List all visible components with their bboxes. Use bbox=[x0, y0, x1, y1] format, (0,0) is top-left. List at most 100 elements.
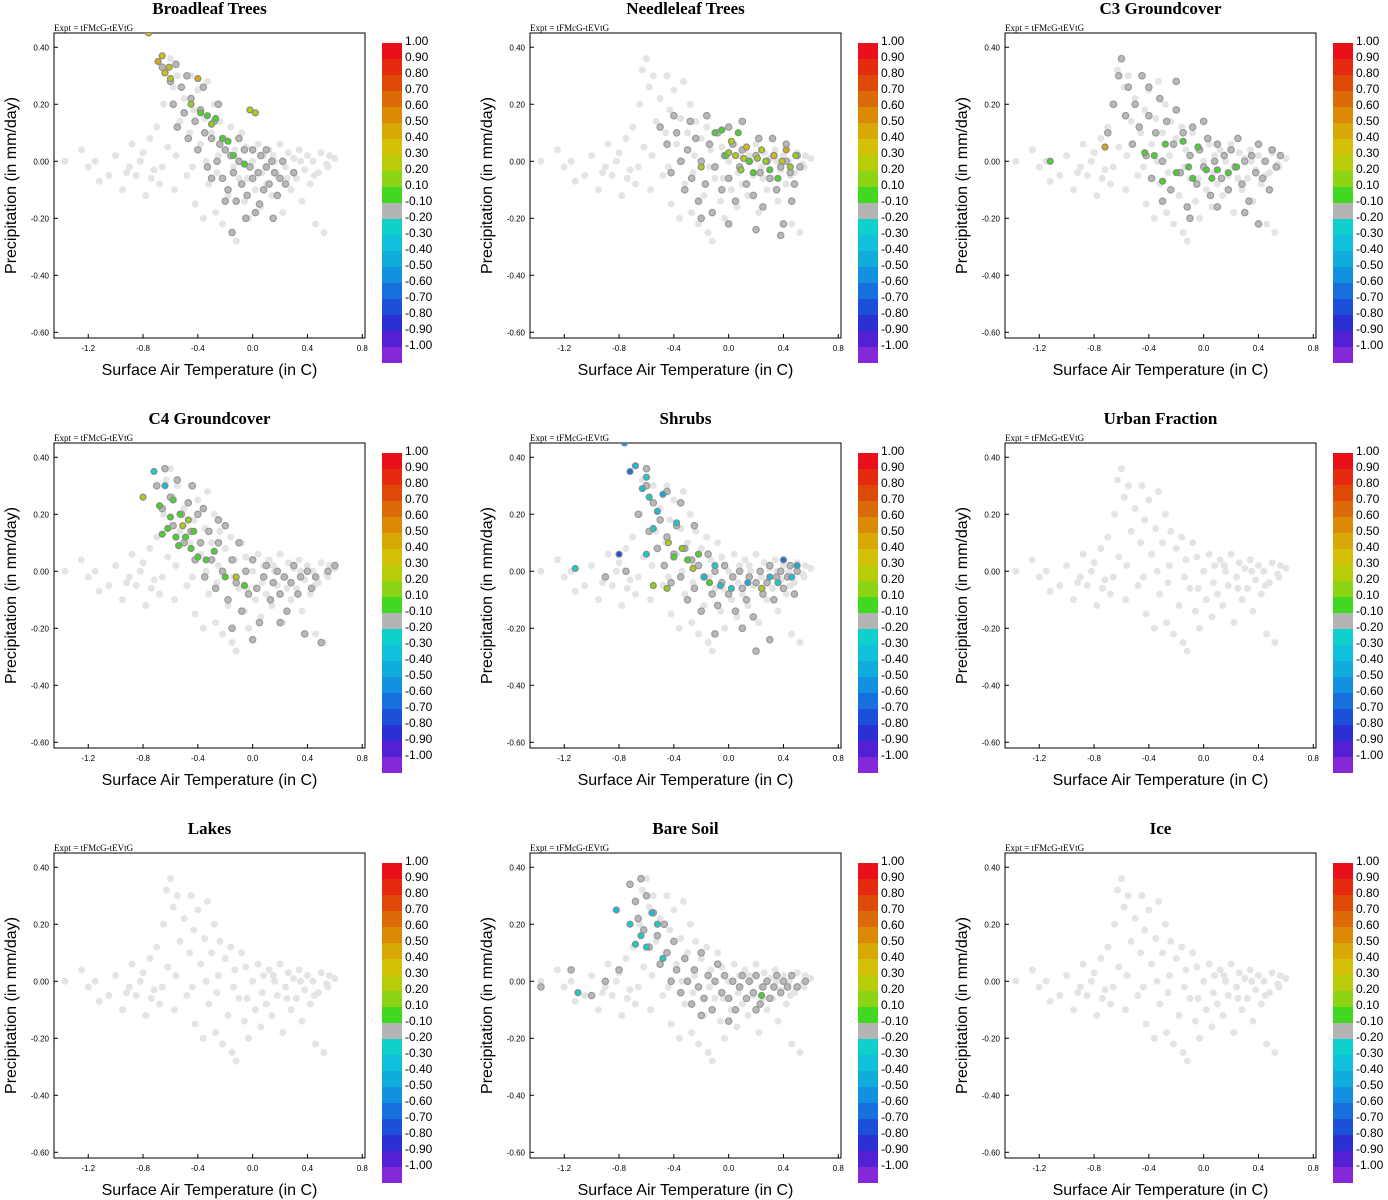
background-point bbox=[1153, 567, 1161, 575]
x-tick-label: -0.8 bbox=[136, 344, 150, 353]
background-point bbox=[1124, 892, 1132, 900]
background-point bbox=[1097, 954, 1105, 962]
gray-point bbox=[1147, 174, 1156, 183]
background-point bbox=[700, 601, 708, 609]
background-point bbox=[1227, 140, 1235, 148]
background-point bbox=[1238, 186, 1246, 194]
colored-point bbox=[251, 109, 259, 117]
background-point bbox=[292, 584, 300, 592]
colorbar-segment bbox=[858, 155, 878, 171]
gray-point bbox=[207, 134, 216, 143]
gray-point bbox=[235, 157, 243, 166]
gray-point bbox=[779, 977, 788, 986]
background-point bbox=[581, 582, 589, 590]
gray-point bbox=[237, 607, 246, 615]
colored-point bbox=[1046, 157, 1054, 165]
panel-title: Needleleaf Trees bbox=[626, 0, 745, 18]
colorbar-segment bbox=[1333, 693, 1353, 709]
background-point bbox=[703, 533, 711, 541]
background-point bbox=[656, 915, 664, 923]
x-tick-label: 0.8 bbox=[357, 754, 369, 763]
background-point bbox=[1142, 1020, 1150, 1028]
background-point bbox=[268, 191, 276, 199]
gray-point bbox=[173, 476, 182, 484]
colored-point bbox=[642, 943, 651, 951]
gray-point bbox=[1240, 157, 1249, 166]
colorbar-label: -0.90 bbox=[1356, 732, 1384, 746]
colorbar-label: 0.40 bbox=[881, 950, 905, 964]
background-point bbox=[1175, 191, 1183, 199]
background-point bbox=[1193, 553, 1201, 561]
colored-point bbox=[731, 151, 740, 160]
x-tick-label: -0.4 bbox=[1142, 754, 1156, 763]
y-tick-label: 0.00 bbox=[509, 567, 525, 576]
background-point bbox=[95, 177, 103, 185]
background-point bbox=[755, 209, 763, 217]
background-point bbox=[150, 576, 158, 584]
background-point bbox=[647, 1006, 655, 1014]
background-point bbox=[269, 562, 277, 570]
gray-point bbox=[656, 516, 664, 524]
colorbar-segment bbox=[382, 453, 402, 469]
gray-point bbox=[770, 983, 778, 991]
background-point bbox=[626, 986, 634, 994]
background-point bbox=[254, 960, 262, 968]
colorbar-segment bbox=[858, 943, 878, 959]
gray-point bbox=[738, 584, 747, 593]
background-point bbox=[306, 590, 314, 598]
background-point bbox=[283, 994, 291, 1002]
x-tick-label: -0.4 bbox=[1142, 344, 1156, 353]
colorbar-segment bbox=[382, 895, 402, 911]
gray-point bbox=[224, 595, 232, 604]
gray-point bbox=[776, 231, 785, 240]
colorbar-label: 1.00 bbox=[881, 34, 905, 48]
background-point bbox=[312, 220, 320, 228]
background-point bbox=[242, 553, 250, 561]
colorbar-label: 0.10 bbox=[405, 998, 429, 1012]
background-point bbox=[1070, 1006, 1078, 1014]
colorbar-segment bbox=[382, 501, 402, 517]
background-point bbox=[714, 949, 722, 957]
gray-point bbox=[756, 567, 764, 576]
gray-point bbox=[697, 1011, 706, 1020]
gray-point bbox=[724, 590, 733, 598]
colorbar-segment bbox=[858, 347, 878, 363]
colorbar-segment bbox=[858, 123, 878, 139]
background-point bbox=[216, 937, 224, 945]
background-point bbox=[745, 152, 753, 160]
colorbar-label: -0.20 bbox=[405, 210, 433, 224]
background-point bbox=[703, 943, 711, 951]
x-axis-label: Surface Air Temperature (in C) bbox=[1053, 362, 1269, 379]
background-point bbox=[755, 619, 763, 627]
background-point bbox=[708, 1057, 716, 1065]
colored-point bbox=[161, 482, 169, 490]
colorbar-segment bbox=[858, 251, 878, 267]
background-point bbox=[638, 886, 646, 894]
background-point bbox=[1182, 556, 1190, 564]
background-point bbox=[647, 596, 655, 604]
background-point bbox=[1216, 556, 1224, 564]
colorbar-segment bbox=[382, 139, 402, 155]
colorbar-label: 0.70 bbox=[1356, 492, 1380, 506]
background-point bbox=[1172, 134, 1180, 142]
gray-point bbox=[676, 157, 685, 166]
background-point bbox=[1178, 533, 1186, 541]
background-point bbox=[1163, 1029, 1171, 1037]
background-point bbox=[664, 163, 672, 171]
colorbar-segment bbox=[1333, 1151, 1353, 1167]
background-point bbox=[166, 55, 174, 63]
colorbar-segment bbox=[1333, 895, 1353, 911]
background-point bbox=[759, 174, 767, 182]
background-point bbox=[704, 229, 712, 237]
gray-point bbox=[742, 180, 751, 188]
gray-point bbox=[1169, 140, 1178, 148]
background-point bbox=[183, 992, 191, 1000]
background-point bbox=[1152, 115, 1160, 123]
background-point bbox=[295, 146, 303, 154]
background-point bbox=[254, 140, 262, 148]
background-point bbox=[1213, 180, 1221, 188]
colorbar-label: -0.10 bbox=[1356, 604, 1384, 618]
background-point bbox=[1222, 567, 1230, 575]
background-point bbox=[1063, 152, 1071, 160]
background-point bbox=[105, 992, 113, 1000]
